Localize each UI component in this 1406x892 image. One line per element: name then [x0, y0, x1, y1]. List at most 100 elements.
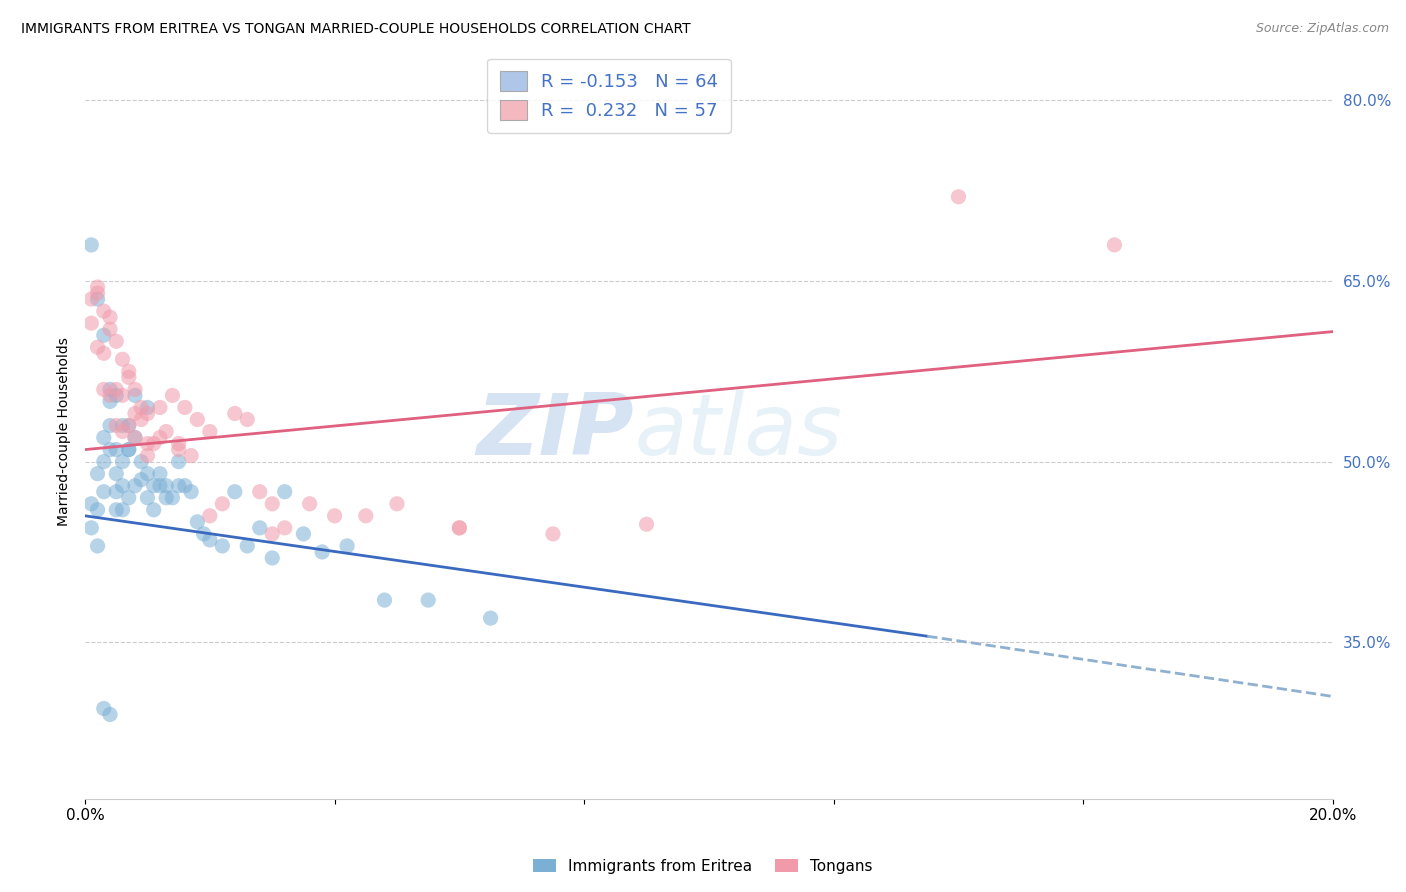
Point [479, 611, 502, 625]
Point [80, 292, 103, 306]
Point [142, 479, 165, 493]
Legend: R = -0.153   N = 64, R =  0.232   N = 57: R = -0.153 N = 64, R = 0.232 N = 57 [488, 59, 731, 133]
Point [224, 407, 246, 421]
Point [273, 484, 295, 499]
Text: Source: ZipAtlas.com: Source: ZipAtlas.com [1256, 22, 1389, 36]
Point [149, 467, 172, 481]
Point [198, 425, 221, 439]
Point [149, 401, 172, 415]
Point [93, 328, 115, 343]
Point [273, 521, 295, 535]
Point [236, 539, 259, 553]
Point [86, 286, 108, 301]
Point [124, 383, 146, 397]
Point [136, 491, 159, 505]
Point [249, 521, 271, 535]
Point [236, 412, 259, 426]
Text: IMMIGRANTS FROM ERITREA VS TONGAN MARRIED-COUPLE HOUSEHOLDS CORRELATION CHART: IMMIGRANTS FROM ERITREA VS TONGAN MARRIE… [21, 22, 690, 37]
Point [105, 484, 128, 499]
Point [86, 340, 108, 354]
Point [86, 467, 108, 481]
Point [336, 539, 359, 553]
Point [167, 442, 190, 457]
Point [111, 352, 134, 367]
Point [80, 316, 103, 330]
Point [124, 479, 146, 493]
Point [124, 407, 146, 421]
Point [93, 484, 115, 499]
Point [142, 436, 165, 450]
Point [136, 467, 159, 481]
Point [211, 497, 233, 511]
Point [142, 503, 165, 517]
Point [98, 383, 121, 397]
Point [167, 455, 190, 469]
Point [98, 707, 121, 722]
Point [211, 539, 233, 553]
Point [198, 533, 221, 547]
Point [155, 479, 177, 493]
Point [86, 503, 108, 517]
Point [149, 479, 172, 493]
Point [149, 431, 172, 445]
Point [155, 425, 177, 439]
Point [93, 383, 115, 397]
Point [198, 508, 221, 523]
Point [98, 418, 121, 433]
Point [86, 539, 108, 553]
Point [262, 551, 284, 566]
Point [111, 455, 134, 469]
Point [354, 508, 377, 523]
Point [180, 449, 202, 463]
Point [162, 491, 184, 505]
Point [124, 431, 146, 445]
Point [129, 455, 152, 469]
Point [98, 310, 121, 325]
Point [111, 418, 134, 433]
Point [385, 497, 408, 511]
Point [173, 401, 195, 415]
Point [93, 701, 115, 715]
Point [98, 394, 121, 409]
Point [111, 503, 134, 517]
Point [173, 479, 195, 493]
Point [105, 388, 128, 402]
Point [292, 527, 315, 541]
Text: atlas: atlas [634, 390, 842, 473]
Point [136, 436, 159, 450]
Point [124, 388, 146, 402]
Point [186, 412, 208, 426]
Point [418, 593, 440, 607]
Point [1104, 238, 1126, 252]
Point [111, 425, 134, 439]
Point [105, 334, 128, 349]
Point [449, 521, 471, 535]
Point [180, 484, 202, 499]
Point [541, 527, 564, 541]
Y-axis label: Married-couple Households: Married-couple Households [58, 337, 72, 526]
Point [249, 484, 271, 499]
Point [311, 545, 333, 559]
Point [118, 442, 141, 457]
Point [105, 442, 128, 457]
Point [98, 388, 121, 402]
Point [86, 292, 108, 306]
Point [136, 401, 159, 415]
Point [118, 418, 141, 433]
Point [948, 190, 970, 204]
Point [136, 449, 159, 463]
Point [93, 455, 115, 469]
Point [111, 388, 134, 402]
Point [118, 418, 141, 433]
Point [129, 401, 152, 415]
Point [162, 388, 184, 402]
Point [118, 364, 141, 378]
Point [93, 304, 115, 318]
Point [167, 436, 190, 450]
Point [449, 521, 471, 535]
Point [118, 370, 141, 384]
Point [124, 431, 146, 445]
Point [323, 508, 346, 523]
Point [167, 479, 190, 493]
Legend: Immigrants from Eritrea, Tongans: Immigrants from Eritrea, Tongans [527, 853, 879, 880]
